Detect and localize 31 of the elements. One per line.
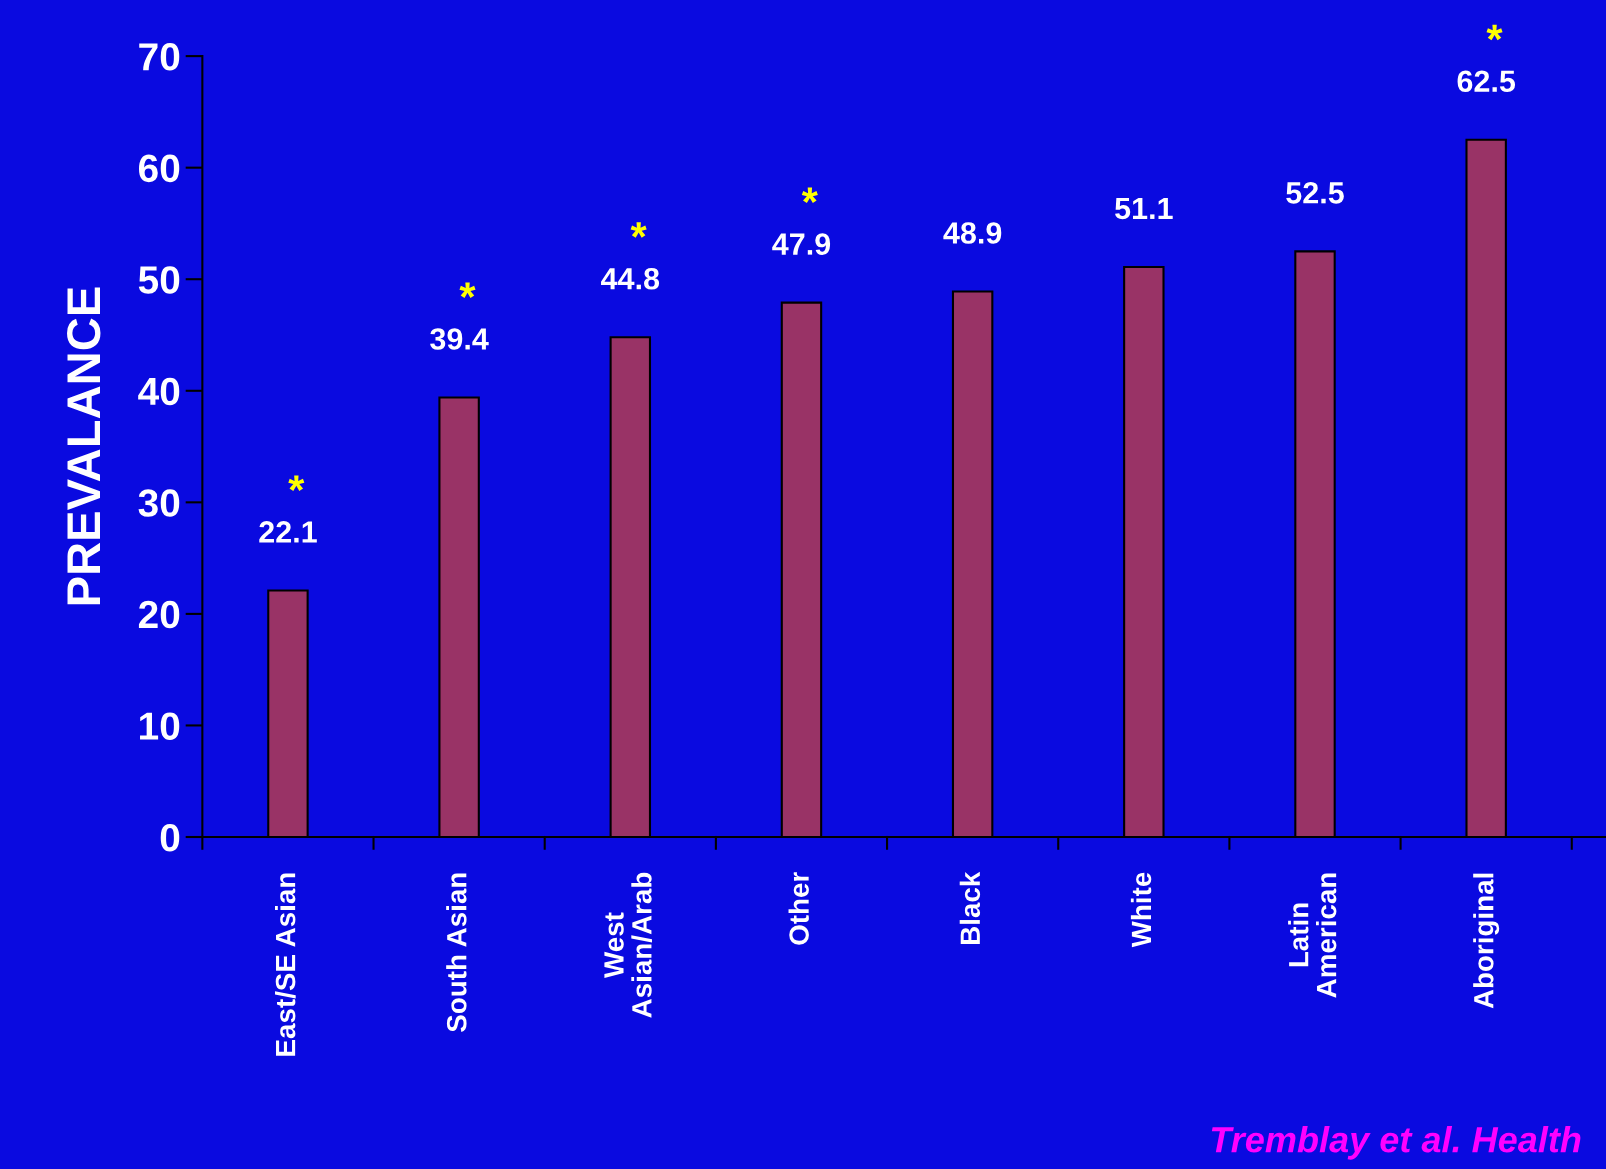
x-tick-label: Other bbox=[788, 872, 809, 945]
x-tick-label: Aboriginal bbox=[1473, 873, 1500, 1009]
y-tick-label: 60 bbox=[139, 154, 180, 183]
x-tick-label: West Asian/Arab bbox=[604, 872, 652, 1018]
data-label: 44.8 bbox=[601, 267, 660, 290]
text: Tremblay et al. Health bbox=[1211, 1125, 1581, 1160]
data-label: 39.4 bbox=[430, 328, 489, 350]
y-tick-label: 20 bbox=[138, 600, 180, 629]
data-label: 62.5 bbox=[1457, 70, 1516, 93]
x-tick-label: White bbox=[1130, 872, 1152, 948]
x-tick-label: Black bbox=[959, 871, 981, 944]
y-tick-label: 0 bbox=[160, 823, 180, 852]
data-label: 51.1 bbox=[1115, 197, 1173, 220]
y-tick-label: 50 bbox=[138, 266, 180, 294]
annotation: * bbox=[1486, 24, 1503, 41]
annotation: * bbox=[459, 282, 476, 298]
annotation: * bbox=[630, 222, 647, 238]
x-tick-label: Latin American bbox=[1288, 873, 1337, 998]
data-label: 48.9 bbox=[943, 222, 1002, 244]
data-label: 47.9 bbox=[772, 233, 831, 255]
y-tick-label: 10 bbox=[140, 712, 180, 740]
x-tick-label: East/SE Asian bbox=[275, 873, 296, 1056]
y-tick-label: 70 bbox=[139, 43, 180, 71]
y-tick-label: 30 bbox=[138, 489, 180, 517]
y-tick-label: 40 bbox=[138, 377, 180, 406]
data-label: 52.5 bbox=[1286, 181, 1344, 204]
x-tick-label: South Asian bbox=[446, 873, 467, 1032]
annotation: * bbox=[801, 187, 818, 204]
data-label: 22.1 bbox=[259, 521, 317, 543]
annotation: * bbox=[288, 475, 305, 491]
y-axis-title: PREVALANCE bbox=[67, 287, 101, 605]
